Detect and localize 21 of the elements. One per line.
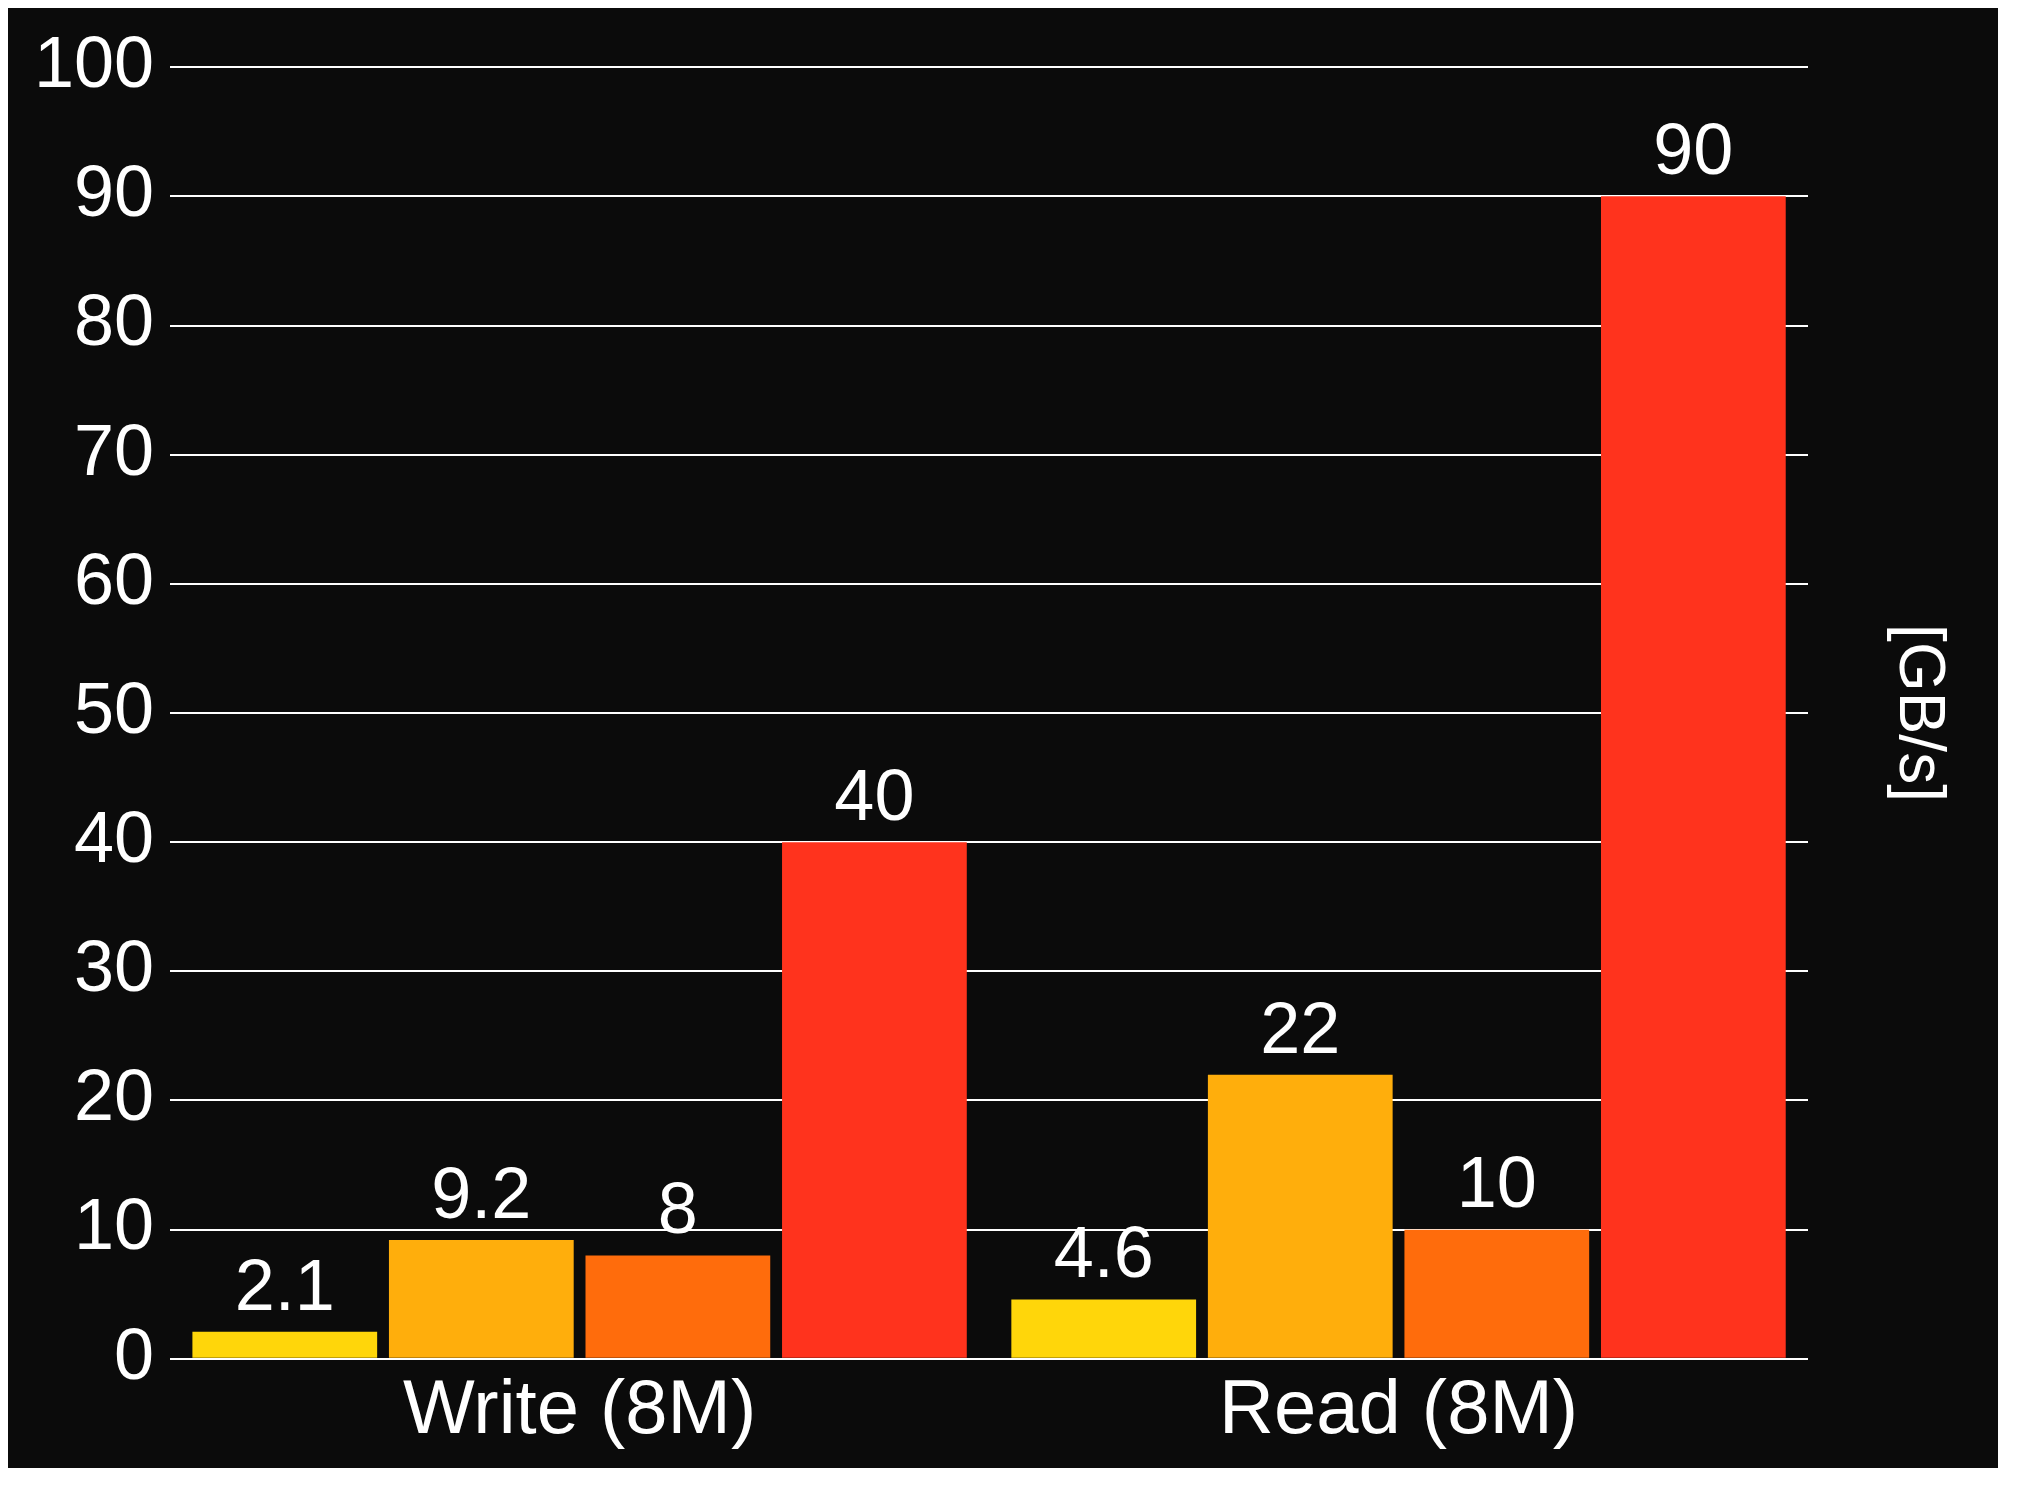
y-tick-label: 90 bbox=[74, 151, 155, 232]
y-tick-label: 100 bbox=[33, 22, 155, 103]
data-label: 90 bbox=[1653, 109, 1734, 190]
y-tick-label: 50 bbox=[74, 667, 155, 748]
data-label: 2.1 bbox=[234, 1244, 335, 1325]
y-axis-title: [GB/s] bbox=[1886, 624, 1959, 802]
data-label: 22 bbox=[1260, 987, 1341, 1068]
y-tick-label: 20 bbox=[74, 1055, 155, 1136]
data-label: 9.2 bbox=[431, 1152, 532, 1233]
x-tick-label: Read (8M) bbox=[1219, 1364, 1579, 1450]
y-tick-label: 40 bbox=[74, 797, 155, 878]
y-tick-label: 0 bbox=[114, 1313, 155, 1394]
data-label: 40 bbox=[834, 755, 915, 836]
x-tick-label: Write (8M) bbox=[402, 1364, 757, 1450]
data-label: 4.6 bbox=[1053, 1212, 1154, 1293]
y-tick-label: 10 bbox=[74, 1184, 155, 1265]
y-tick-label: 60 bbox=[74, 538, 155, 619]
y-tick-label: 30 bbox=[74, 926, 155, 1007]
data-label: 10 bbox=[1456, 1142, 1537, 1223]
y-tick-label: 70 bbox=[74, 409, 155, 490]
y-tick-label: 80 bbox=[74, 280, 155, 361]
